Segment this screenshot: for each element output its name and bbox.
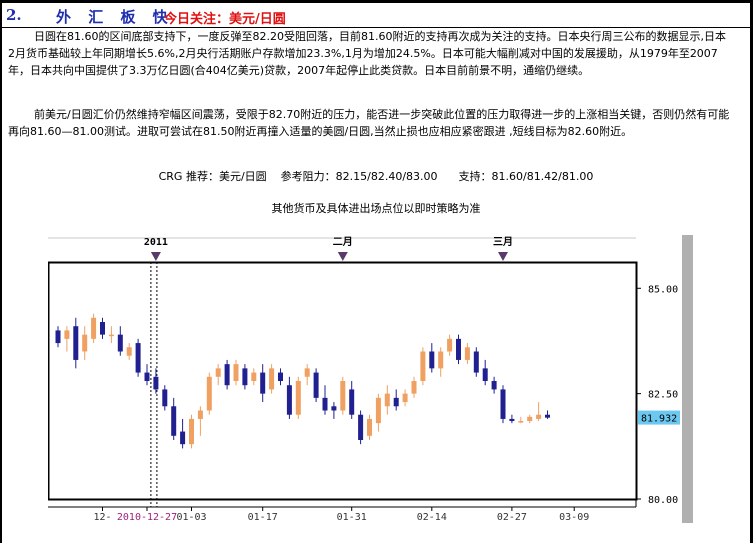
- x-tick-label: 01-17: [248, 512, 278, 523]
- y-tick-label: 82.50: [648, 390, 678, 401]
- candle-body: [411, 381, 417, 394]
- candle-body: [117, 334, 123, 352]
- chart-scrollbar: [682, 235, 693, 523]
- candle-body: [545, 414, 550, 418]
- candle-body: [482, 368, 488, 381]
- section-header: 2. 外 汇 板 快 今日关注：美元/日圆: [2, 3, 750, 28]
- month-marker: [498, 252, 508, 261]
- candle-body: [536, 414, 542, 419]
- x-tick-label: 02-27: [497, 512, 527, 523]
- candle-body: [340, 381, 346, 411]
- candle-body: [331, 406, 337, 411]
- focus-title: 今日关注：美元/日圆: [164, 12, 286, 27]
- candle-body: [82, 334, 88, 352]
- candle-body: [144, 372, 150, 381]
- top-month-label: 二月: [333, 236, 353, 248]
- candle-body: [456, 338, 461, 360]
- strategy-note: 其他货币及具体进出场点位以即时策略为准: [271, 202, 481, 215]
- candle-body: [367, 418, 372, 436]
- candle-body: [126, 347, 132, 356]
- x-tick-label: 2010-12-27: [117, 512, 177, 523]
- candle-body: [269, 368, 275, 390]
- candle-body: [349, 389, 355, 415]
- candle-body: [153, 376, 159, 390]
- candle-body: [233, 364, 239, 381]
- crg-recommendation: CRG 推荐：美元/日圆 参考阻力：82.15/82.40/83.00 支持：8…: [158, 170, 594, 183]
- x-tick-label: 01-31: [337, 512, 367, 523]
- candle-body: [500, 389, 506, 419]
- usdjpy-candlestick-chart: 85.00 82.50 80.00 2011 二月 三月 81.932 12- 2010-12-…: [48, 231, 698, 531]
- analysis-paragraph-1: 日圆在81.60的区间底部支持下，一度反弹至82.20受阻回落，目前81.60附…: [8, 30, 726, 78]
- candle-body: [304, 368, 310, 377]
- candle-body: [438, 351, 444, 369]
- chart-canvas: 85.00 82.50 80.00 2011 二月 三月 81.932 12- 2010-12-…: [48, 231, 698, 523]
- candle-body: [251, 372, 257, 381]
- price-tag: [638, 410, 680, 425]
- candle-body: [197, 410, 203, 419]
- x-tick-label: 02-14: [417, 512, 447, 523]
- candle-body: [384, 393, 390, 407]
- top-month-label: 2011: [144, 237, 168, 248]
- document-page: 2. 外 汇 板 快 今日关注：美元/日圆 日圆在81.60的区间底部支持下，一…: [2, 3, 750, 543]
- candle-body: [242, 368, 248, 386]
- candle-body: [64, 330, 70, 339]
- candle-body: [295, 381, 301, 415]
- candle-body: [322, 397, 328, 411]
- candle-body: [527, 416, 533, 422]
- top-month-label: 三月: [493, 236, 513, 248]
- candle-body: [464, 347, 470, 360]
- candle-body: [509, 418, 515, 422]
- candle-body: [286, 385, 292, 415]
- candle-body: [402, 393, 408, 403]
- price-tag-label: 81.932: [641, 414, 677, 425]
- candle-body: [91, 317, 97, 339]
- month-marker: [150, 252, 161, 261]
- section-title: 外 汇 板 快: [56, 8, 174, 26]
- candle-body: [313, 372, 319, 398]
- y-tick-label: 80.00: [648, 495, 678, 506]
- x-tick-label: 03-09: [559, 512, 589, 523]
- y-tick-label: 85.00: [648, 284, 678, 295]
- candle-body: [171, 406, 177, 436]
- candle-body: [180, 431, 186, 445]
- candle-body: [135, 343, 141, 373]
- candle-body: [55, 330, 61, 344]
- candle-body: [375, 397, 381, 424]
- candle-body: [473, 351, 479, 373]
- candle-body: [215, 368, 221, 377]
- candle-body: [358, 414, 364, 440]
- x-tick-label: 12-: [93, 512, 111, 523]
- candle-body: [260, 372, 266, 394]
- month-marker: [337, 252, 348, 261]
- candle-body: [420, 351, 426, 381]
- x-tick-label: 01-03: [176, 512, 206, 523]
- analysis-paragraph-2: 前美元/日圆汇价仍然维持窄幅区间震荡，受限于82.70附近的压力，能否进一步突破…: [8, 108, 730, 139]
- candle-body: [73, 326, 79, 360]
- candle-body: [393, 397, 399, 407]
- candle-body: [491, 381, 497, 390]
- candle-body: [518, 421, 524, 423]
- candle-body: [429, 351, 435, 369]
- candle-body: [224, 364, 230, 386]
- candle-body: [108, 334, 114, 337]
- candle-body: [100, 322, 105, 335]
- candle-body: [278, 372, 283, 381]
- candle-body: [206, 376, 212, 411]
- candle-body: [162, 389, 168, 407]
- candle-body: [447, 338, 453, 352]
- candle-body: [189, 418, 194, 445]
- section-number: 2.: [6, 6, 22, 24]
